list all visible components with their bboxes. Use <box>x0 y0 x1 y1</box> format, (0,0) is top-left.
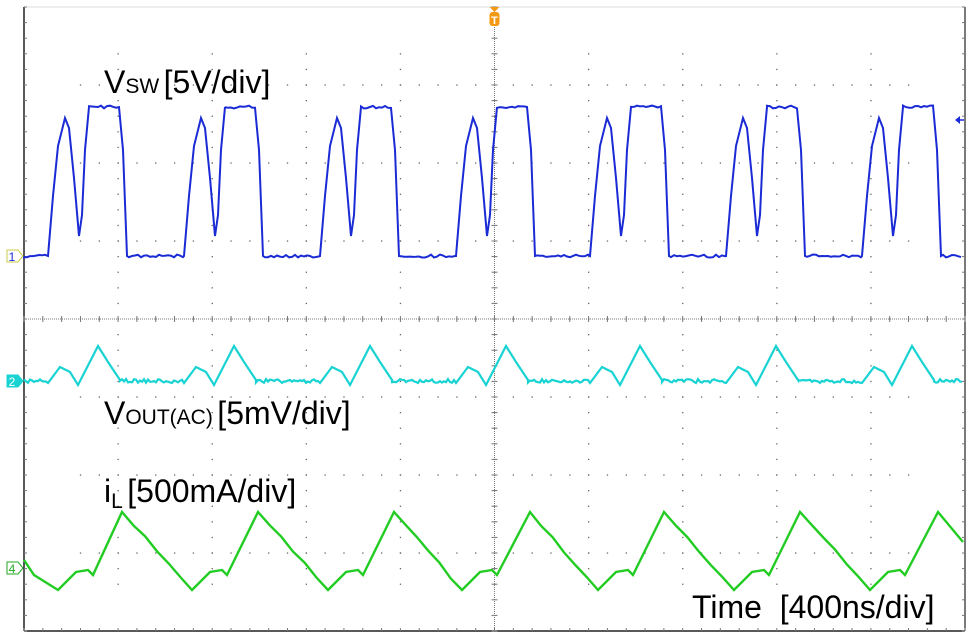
vout-label: VOUT(AC) [5mV/div] <box>104 397 351 429</box>
trigger-level-arrow-icon[interactable] <box>955 116 964 124</box>
channel-4-marker[interactable]: 4 <box>7 562 23 576</box>
svg-text:T: T <box>491 15 498 27</box>
vsw-label: VSW [5V/div] <box>104 66 270 98</box>
il-label: iL [500mA/div] <box>104 475 296 507</box>
svg-text:4: 4 <box>9 562 16 576</box>
channel-1-marker[interactable]: 1 <box>7 250 23 264</box>
svg-text:2: 2 <box>9 375 16 389</box>
time-scale-label: Time [400ns/div] <box>692 591 934 623</box>
channel-2-marker[interactable]: 2 <box>7 375 23 389</box>
trace-vsw <box>24 106 961 258</box>
trigger-position-marker[interactable]: T <box>490 7 500 27</box>
svg-text:1: 1 <box>9 250 16 264</box>
trace-il <box>24 512 963 590</box>
